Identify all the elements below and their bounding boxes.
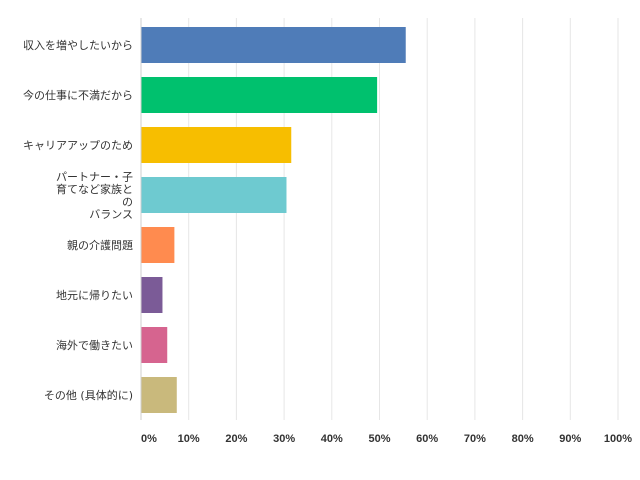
x-tick-label: 70% <box>464 433 486 445</box>
category-label-line: 収入を増やしたいから <box>23 39 133 52</box>
category-label-line: その他 (具体的に) <box>44 388 133 402</box>
x-tick-label: 60% <box>416 433 438 445</box>
category-label: キャリアアップのため <box>23 139 133 152</box>
category-label: パートナー・子育てなど家族とのバランス <box>56 170 133 221</box>
x-tick-label: 40% <box>321 433 343 445</box>
category-label-line: バランス <box>89 208 133 221</box>
category-label: 海外で働きたい <box>56 338 133 352</box>
x-tick-label: 0% <box>141 433 157 445</box>
category-labels: 収入を増やしたいから今の仕事に不満だからキャリアアップのためパートナー・子育てな… <box>23 39 133 402</box>
category-label: 今の仕事に不満だから <box>23 88 133 102</box>
bar[interactable] <box>141 127 292 163</box>
bar[interactable] <box>141 327 168 363</box>
category-label-line: 地元に帰りたい <box>56 289 133 302</box>
category-label-line: 親の介護問題 <box>67 238 133 252</box>
category-label: 収入を増やしたいから <box>23 39 133 52</box>
category-label: 地元に帰りたい <box>56 289 133 302</box>
x-axis-tick-labels: 0% 10% 20% 30% 40% 50% 60% 70% 80% 90% 100% <box>141 433 632 445</box>
category-label: 親の介護問題 <box>67 238 133 252</box>
category-label-line: 海外で働きたい <box>56 338 133 352</box>
x-tick-label: 80% <box>512 433 534 445</box>
x-tick-label: 30% <box>273 433 295 445</box>
bar[interactable] <box>141 277 163 313</box>
bar[interactable] <box>141 27 406 63</box>
bar[interactable] <box>141 77 378 113</box>
bars <box>141 27 406 413</box>
category-label-line: キャリアアップのため <box>23 139 133 152</box>
category-label-line: パートナー・子 <box>56 170 133 183</box>
x-tick-label: 10% <box>178 433 200 445</box>
x-tick-label: 50% <box>368 433 390 445</box>
bar[interactable] <box>141 177 287 213</box>
bar[interactable] <box>141 227 175 263</box>
category-label-line: 今の仕事に不満だから <box>23 88 133 102</box>
x-tick-label: 100% <box>604 433 632 445</box>
x-tick-label: 20% <box>225 433 247 445</box>
x-tick-label: 90% <box>559 433 581 445</box>
category-label: その他 (具体的に) <box>44 388 133 402</box>
bar[interactable] <box>141 377 177 413</box>
category-label-line: 育てなど家族と <box>56 182 133 196</box>
category-label-line: の <box>122 195 133 208</box>
